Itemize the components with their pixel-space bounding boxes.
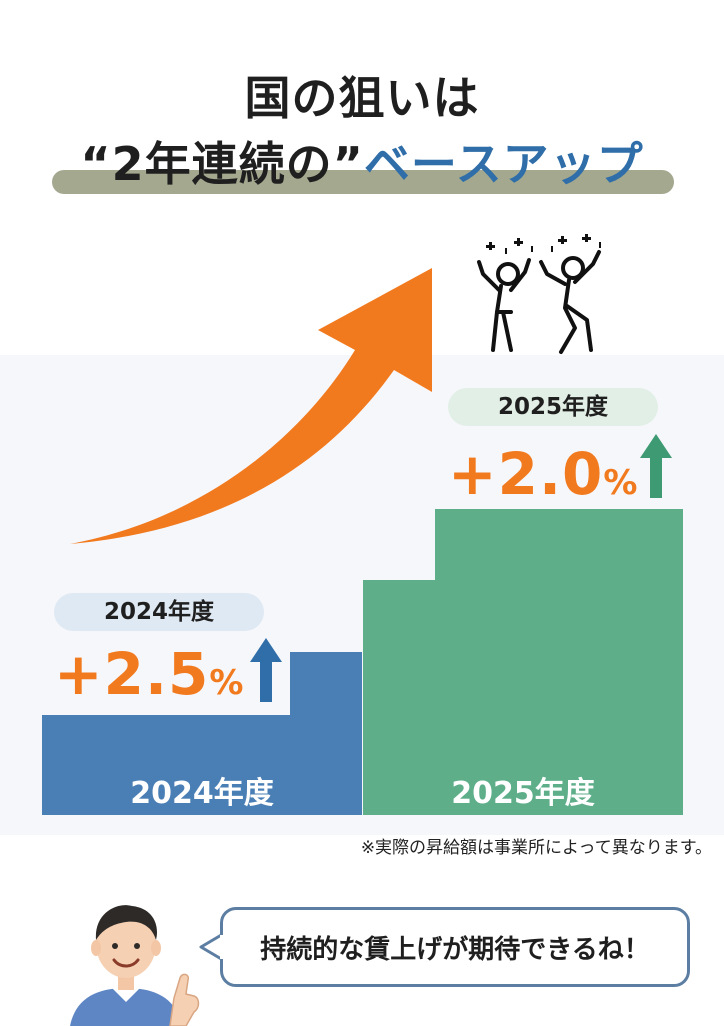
headline-accent: ベースアップ xyxy=(363,137,644,191)
pill-2025: 2025年度 xyxy=(448,388,658,426)
up-arrow-icon xyxy=(640,434,672,498)
headline-prefix: “2年連続の” xyxy=(80,137,364,191)
speech-bubble-tail-cover xyxy=(220,935,226,959)
rate-2025-unit: % xyxy=(603,463,639,503)
up-arrow-icon xyxy=(250,638,282,702)
celebrating-people-icon xyxy=(477,234,601,354)
man-pointing-icon xyxy=(70,905,200,1026)
headline-line-1: 国の狙いは xyxy=(244,71,480,125)
rate-2024: +2.5% xyxy=(54,640,244,708)
bar-2025-step xyxy=(435,509,683,581)
disclaimer-note: ※実際の昇給額は事業所によって異なります。 xyxy=(360,838,712,858)
rate-2024-value: +2.5 xyxy=(54,640,210,708)
speech-bubble: 持続的な賃上げが期待できるね！ xyxy=(220,907,690,987)
bar-2025 xyxy=(363,580,683,815)
orange-trend-arrow-icon xyxy=(70,268,432,544)
bar-label-2024: 2024年度 xyxy=(130,776,274,811)
pill-2024: 2024年度 xyxy=(54,593,264,631)
speech-bubble-text: 持続的な賃上げが期待できるね！ xyxy=(260,934,650,965)
rate-2025-value: +2.0 xyxy=(448,440,604,508)
rate-2024-unit: % xyxy=(209,663,245,703)
bar-2024 xyxy=(42,715,362,815)
speech-bubble-tail xyxy=(199,932,224,962)
bar-label-2025: 2025年度 xyxy=(451,776,595,811)
bar-2024-step xyxy=(290,652,362,716)
headline-underline xyxy=(52,170,674,194)
rate-2025: +2.0% xyxy=(448,440,638,508)
headline-line-2: “2年連続の”ベースアップ xyxy=(0,128,724,194)
